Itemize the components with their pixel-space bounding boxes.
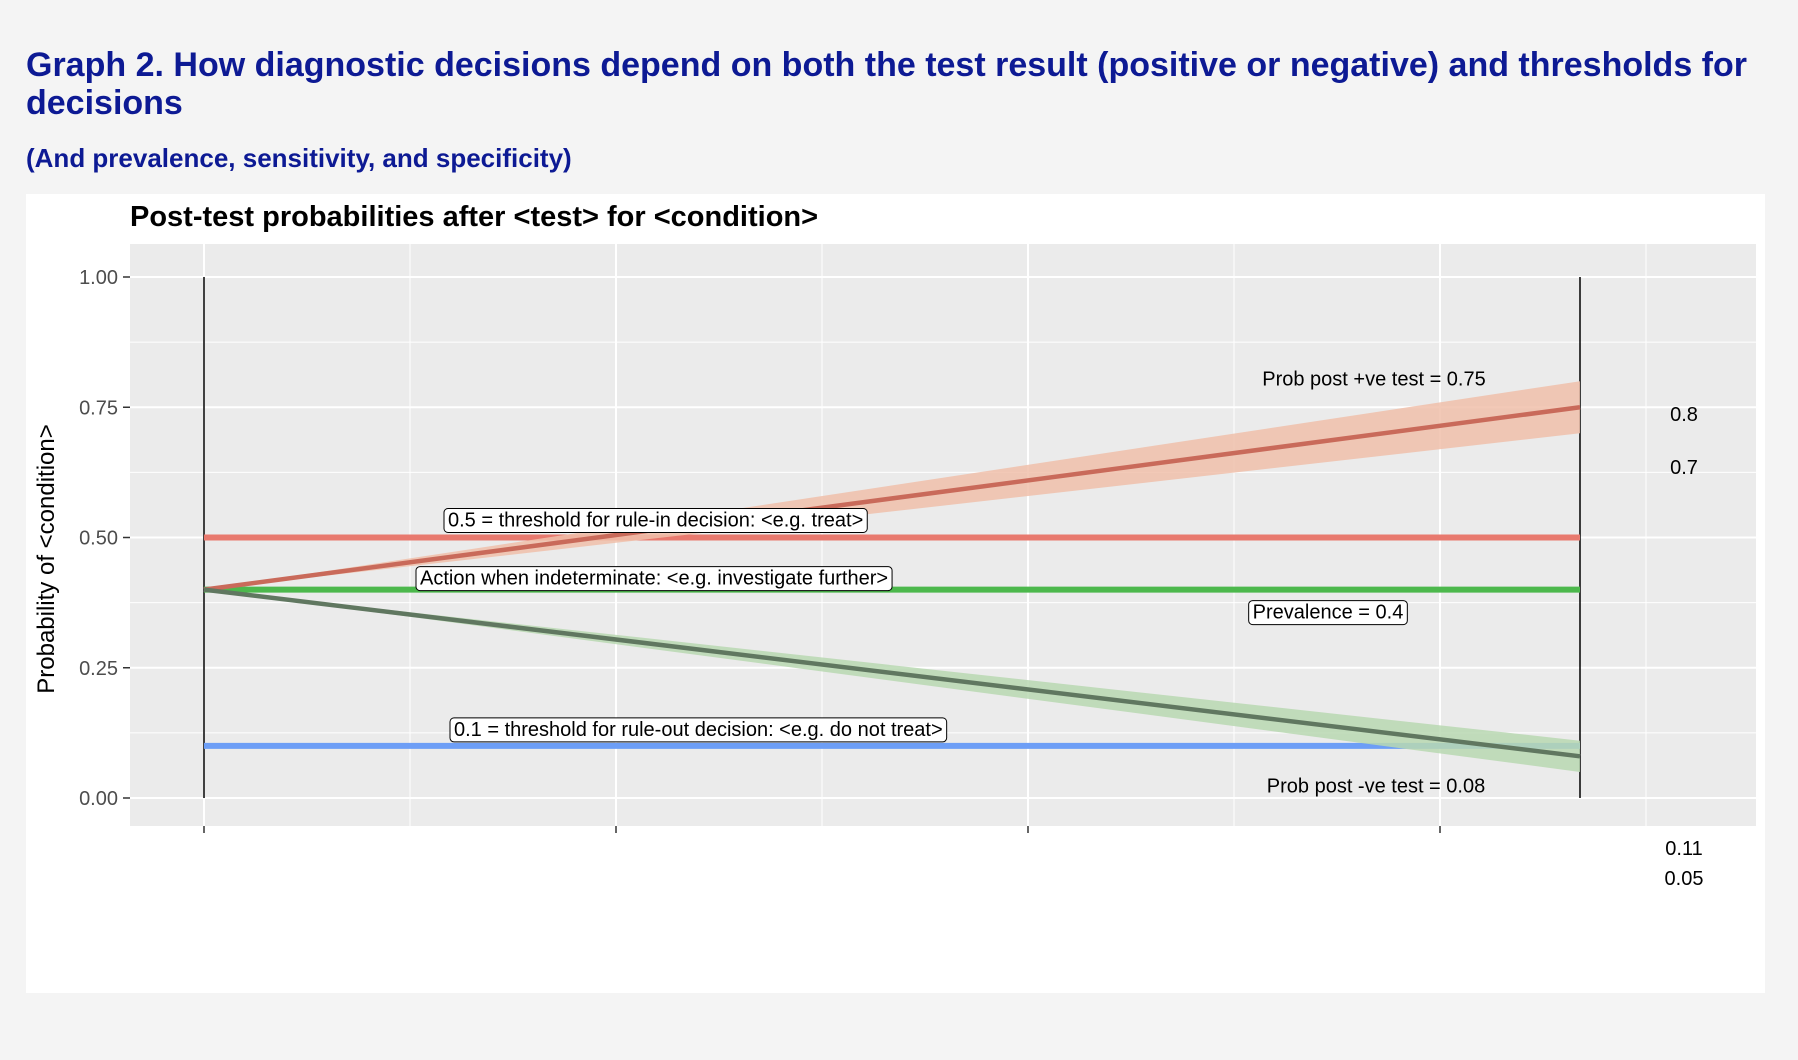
threshold-label-indeterminate: Action when indeterminate: <e.g. investi… [420, 568, 888, 590]
threshold-label-rule-in-box [443, 508, 868, 533]
series-line-positive [203, 405, 1581, 592]
y-tick-label: 0.25 [79, 658, 118, 680]
y-tick-label: 0.75 [79, 397, 118, 419]
ci-negative-high-label: 0.11 [1665, 838, 1702, 860]
threshold-label-rule-out: 0.1 = threshold for rule-out decision: <… [454, 719, 943, 741]
chart-svg: Post-test probabilities after <test> for… [33, 201, 1756, 890]
ci-positive-high-label: 0.8 [1670, 404, 1698, 426]
y-tick-label: 1.00 [79, 267, 118, 289]
ci-negative-low-label: 0.05 [1665, 868, 1704, 890]
threshold-label-rule-out-box [449, 717, 948, 743]
prevalence-label-box [1248, 600, 1408, 626]
chart-labels: 0.00 0.25 0.50 0.75 1.00 0.5 = threshold for … [79, 267, 1703, 890]
threshold-label-rule-in: 0.5 = threshold for rule-in decision: <e… [448, 510, 863, 532]
threshold-label-indeterminate-box [415, 566, 893, 592]
graph-title-prefix: Graph 2. [26, 46, 164, 84]
prevalence-label: Prevalence = 0.4 [1253, 602, 1404, 624]
prob-negative-label: Prob post -ve test = 0.08 [1267, 775, 1485, 797]
graph-subtitle: (And prevalence, sensitivity, and specif… [26, 143, 572, 173]
graph-title-text: How diagnostic decisions depend on both … [26, 46, 1748, 122]
graph-title: Graph 2. How diagnostic decisions depend… [26, 46, 1766, 122]
y-axis-label: Probability of <condition> [33, 424, 60, 694]
y-tick-label: 0.00 [79, 788, 118, 810]
chart-panel: Post-test probabilities after <test> for… [26, 194, 1765, 993]
series-line-negative [203, 587, 1581, 759]
chart-title: Post-test probabilities after <test> for… [130, 201, 818, 233]
ci-positive-low-label: 0.7 [1670, 457, 1698, 479]
prob-positive-label: Prob post +ve test = 0.75 [1262, 368, 1485, 390]
y-tick-label: 0.50 [79, 528, 118, 550]
